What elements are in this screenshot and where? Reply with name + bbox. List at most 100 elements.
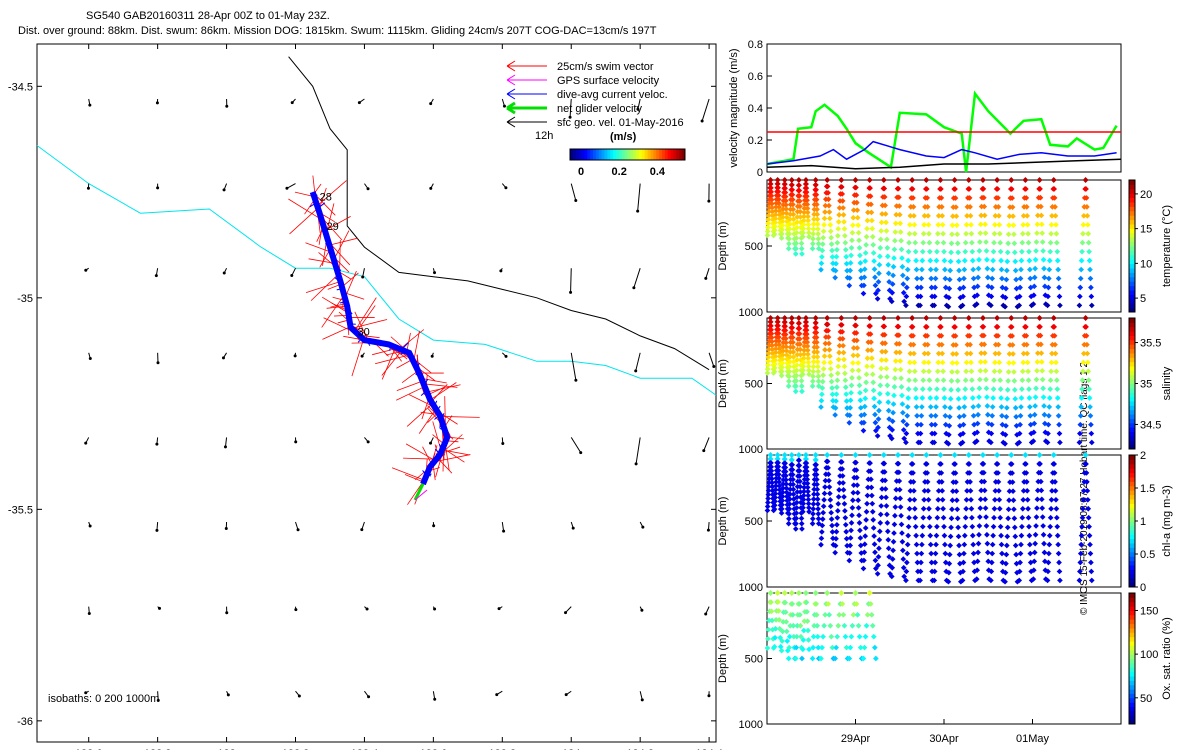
temp-data-point [1080, 221, 1087, 228]
temp-colorbar-cell [1129, 232, 1135, 238]
temp-data-point [783, 206, 790, 212]
sal-data-point [931, 430, 938, 437]
chl-data-point [890, 547, 896, 554]
temp-data-point [994, 177, 1000, 183]
chl-colorbar-cell [1129, 477, 1135, 482]
ox-data-point [841, 622, 848, 629]
sal-data-point [955, 387, 961, 393]
chl-data-point [921, 496, 927, 503]
temp-data-point [903, 293, 910, 300]
sal-data-point [806, 371, 812, 378]
swim-vector [289, 207, 319, 235]
sal-data-point [1038, 341, 1044, 348]
dive-avg-current-vector [332, 259, 337, 266]
chl-data-point [1085, 514, 1092, 521]
temp-data-point [821, 215, 828, 222]
temp-data-point [934, 239, 941, 246]
sal-data-point [828, 372, 834, 379]
sal-data-point [783, 343, 790, 350]
temp-data-point [955, 258, 962, 265]
sal-data-point [801, 351, 807, 358]
chl-data-point [1050, 452, 1057, 458]
chl-data-point [1056, 568, 1063, 575]
chl-data-point [779, 501, 785, 508]
temp-data-point [961, 266, 968, 273]
chl-data-point [988, 577, 994, 584]
chl-data-point [1078, 541, 1085, 548]
sfc-geo-velocity-arrowhead [429, 186, 433, 190]
chl-data-point [1088, 577, 1095, 584]
temp-data-point [978, 212, 984, 219]
chl-data-point [782, 456, 788, 462]
temp-data-point [786, 231, 793, 237]
swim-vector [326, 305, 348, 309]
chl-data-point [884, 520, 891, 526]
chl-data-point [848, 520, 855, 526]
temp-data-point [924, 195, 931, 201]
sal-data-point [835, 363, 842, 370]
chl-data-point [877, 511, 884, 518]
sal-ytick-label: 1000 [739, 444, 763, 456]
map-colorbar-cell [616, 149, 620, 160]
temp-data-point [984, 265, 991, 272]
sfc-geo-velocity-arrow [637, 183, 641, 212]
chl-data-point [790, 476, 796, 483]
legend-entry: dive-avg current veloc. [557, 89, 668, 101]
ox-data-point [809, 655, 816, 662]
swim-vector [430, 382, 457, 401]
sal-data-point [856, 375, 862, 381]
chl-data-point [871, 541, 878, 548]
chl-colorbar-cell [1129, 525, 1135, 531]
chl-data-point [801, 488, 807, 495]
sal-data-point [826, 346, 833, 353]
sal-data-point [1079, 377, 1086, 384]
sal-data-point [1056, 430, 1063, 437]
chl-data-point [1052, 488, 1059, 494]
sal-data-point [1085, 377, 1092, 384]
sal-data-point [846, 412, 853, 419]
chl-data-point [947, 542, 954, 549]
chl-data-point [904, 541, 911, 548]
temp-data-point [866, 177, 873, 183]
chl-data-point [1039, 505, 1046, 512]
sfc-geo-velocity-arrow [570, 183, 577, 201]
sal-colorbar-cell [1129, 422, 1135, 428]
ox-data-point [813, 612, 820, 618]
sal-colorbar-cell [1129, 379, 1135, 384]
chl-data-point [1051, 470, 1058, 476]
temp-colorbar-cell [1129, 197, 1135, 203]
temp-data-point [1011, 240, 1018, 247]
sal-data-point [827, 366, 834, 372]
chl-data-point [927, 532, 934, 539]
temp-markers [764, 177, 1095, 310]
chl-data-point [804, 484, 811, 491]
chl-data-point [783, 481, 790, 487]
sal-data-point [934, 368, 941, 375]
sal-data-point [998, 404, 1005, 410]
temp-data-point [945, 303, 952, 310]
track-day-label: 29 [327, 221, 339, 233]
temp-data-point [921, 221, 927, 228]
sal-data-point [925, 359, 932, 366]
chl-data-point [829, 522, 835, 529]
sal-data-point [949, 369, 955, 375]
temp-data-point [917, 302, 923, 309]
ox-data-point [768, 608, 775, 615]
sfc-geo-velocity-arrowhead [702, 449, 706, 453]
sal-data-point [892, 375, 898, 382]
dive-avg-current-vector [395, 347, 400, 351]
temp-data-point [911, 221, 918, 228]
sal-data-point [828, 378, 835, 385]
swim-vector [355, 305, 376, 333]
chl-data-point [803, 452, 809, 458]
ox-data-point [870, 633, 877, 640]
chl-data-point [903, 577, 909, 584]
chl-data-point [797, 483, 804, 490]
sal-data-point [948, 387, 954, 393]
sal-data-point [1046, 404, 1053, 410]
temp-data-point [892, 229, 899, 235]
chl-data-point [905, 532, 911, 539]
temp-data-point [1034, 230, 1040, 237]
legend-swatch-head [506, 88, 516, 95]
chl-data-point [841, 494, 847, 500]
